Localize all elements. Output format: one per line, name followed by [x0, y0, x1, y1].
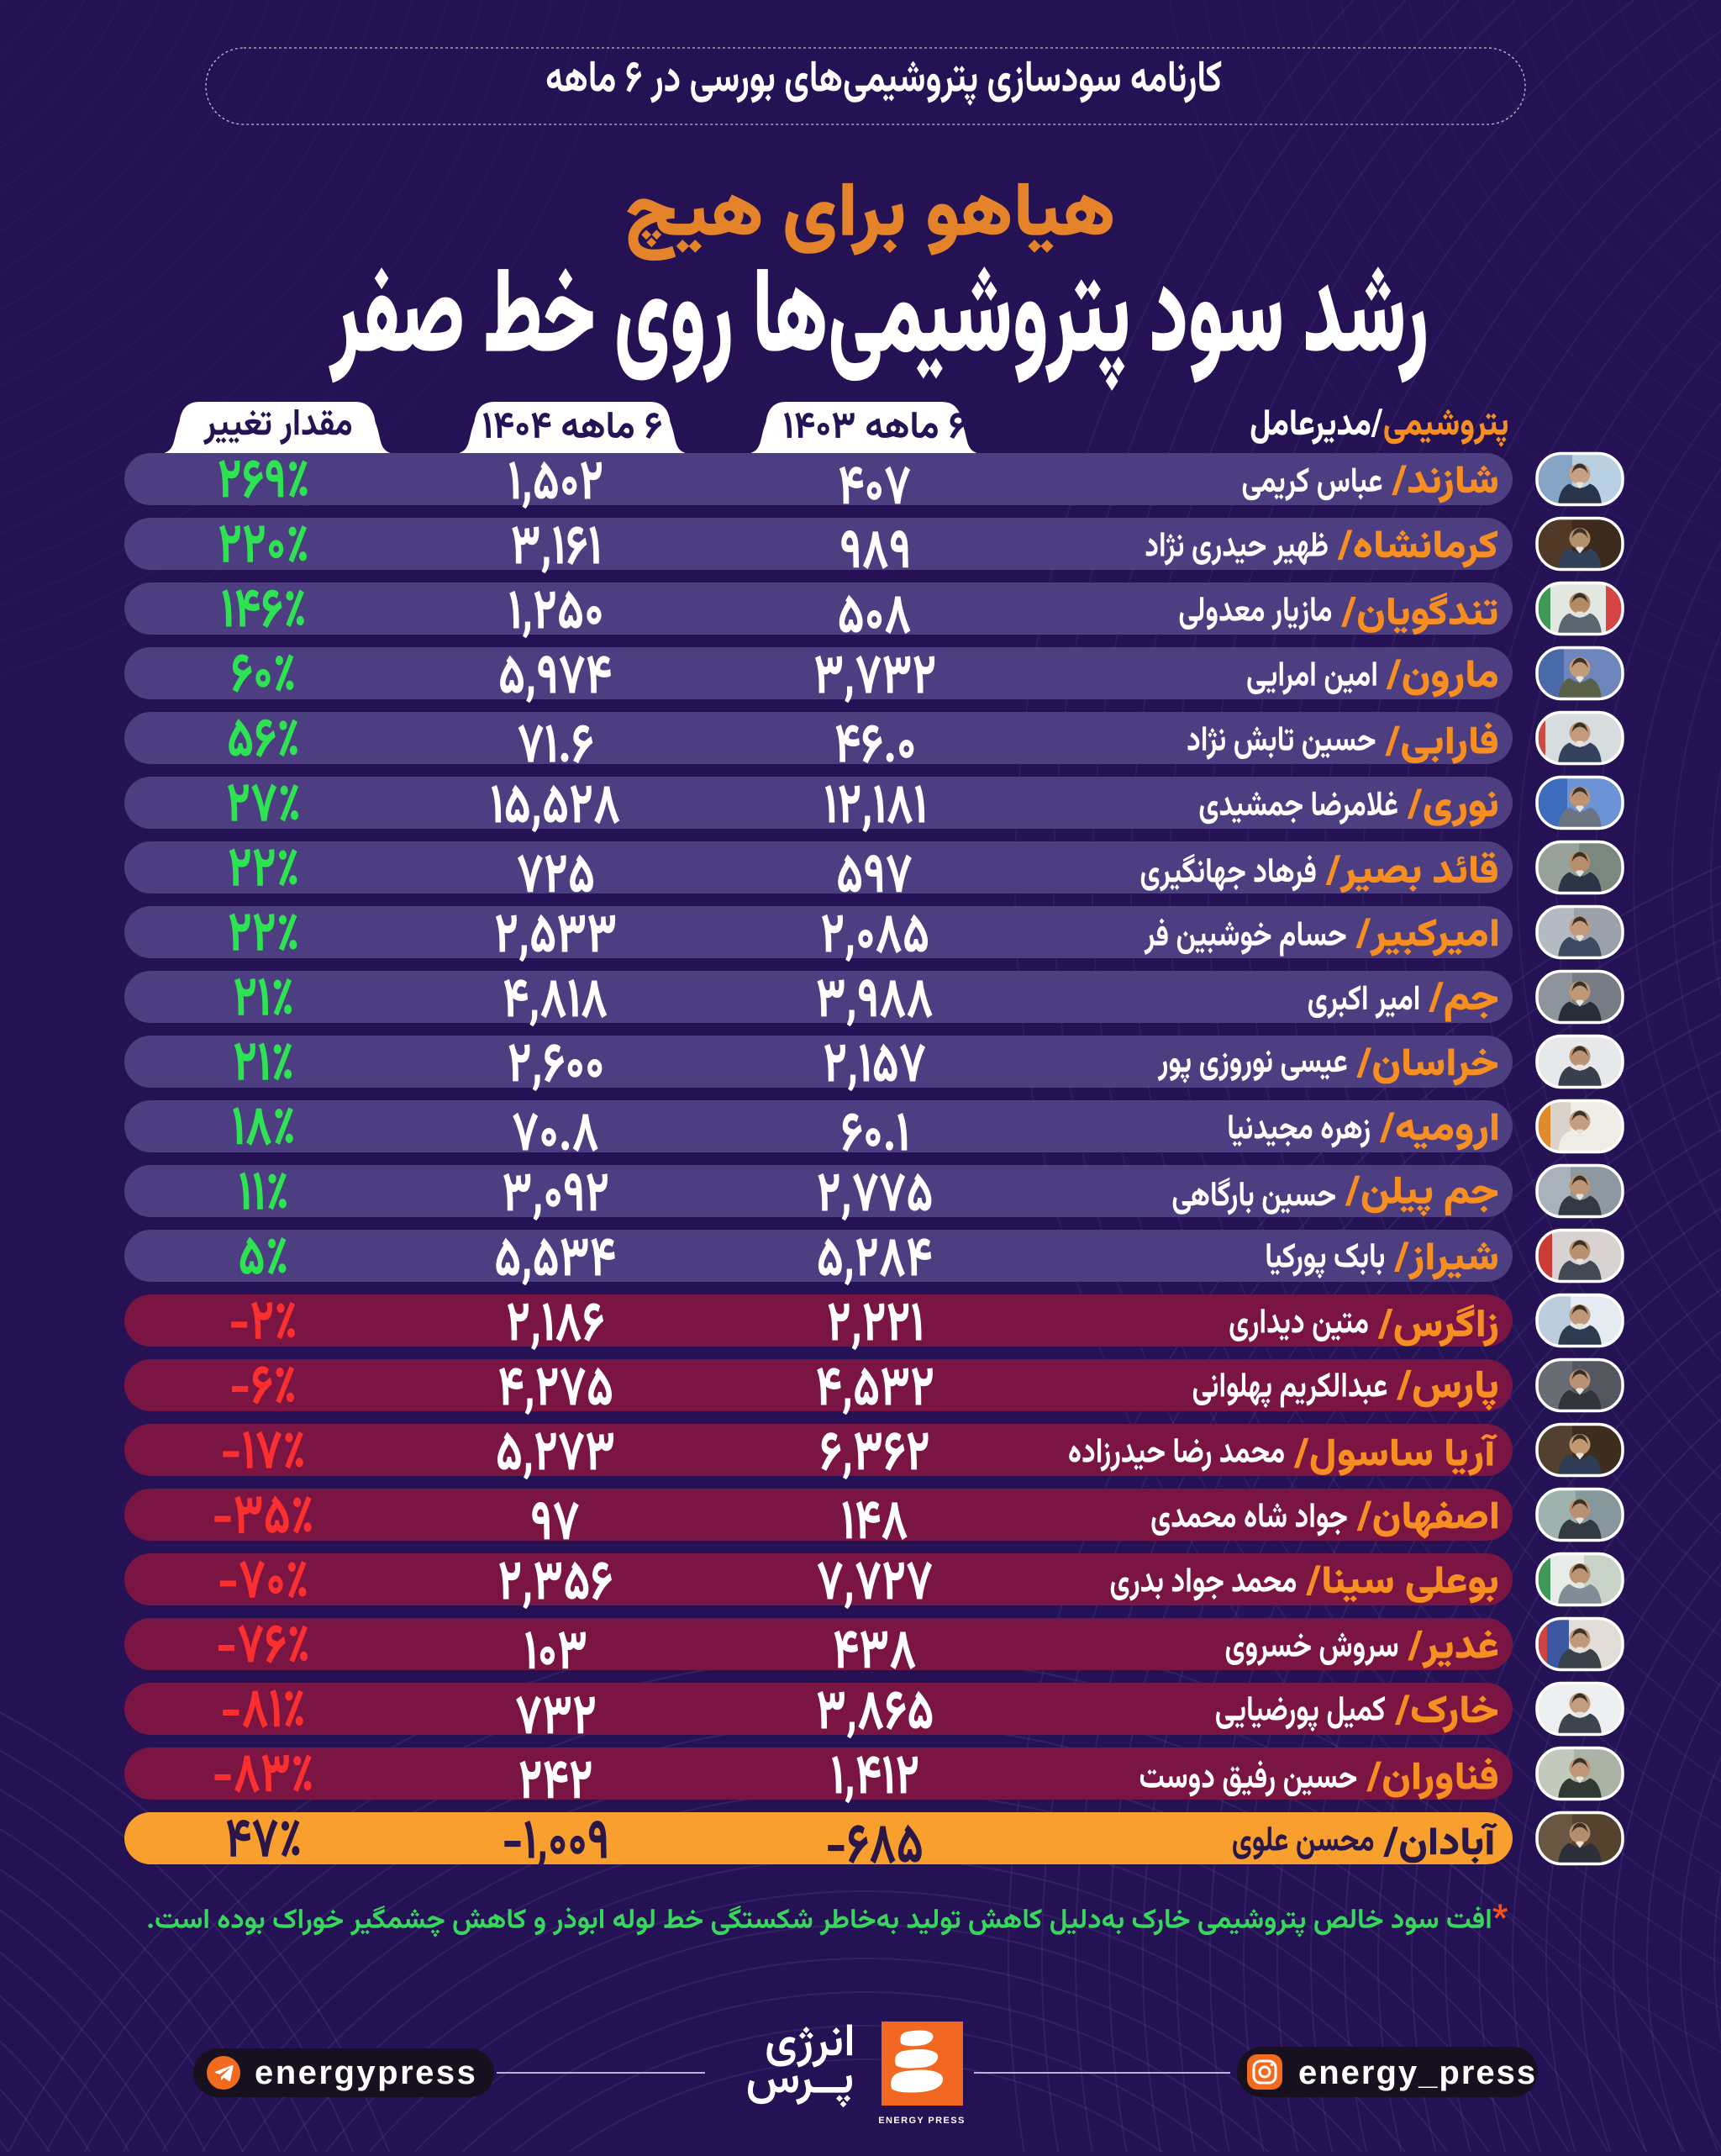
svg-text:energypress: energypress [255, 2054, 477, 2091]
svg-text:energy_press: energy_press [1298, 2054, 1537, 2091]
svg-text:ENERGY PRESS: ENERGY PRESS [878, 2116, 965, 2126]
